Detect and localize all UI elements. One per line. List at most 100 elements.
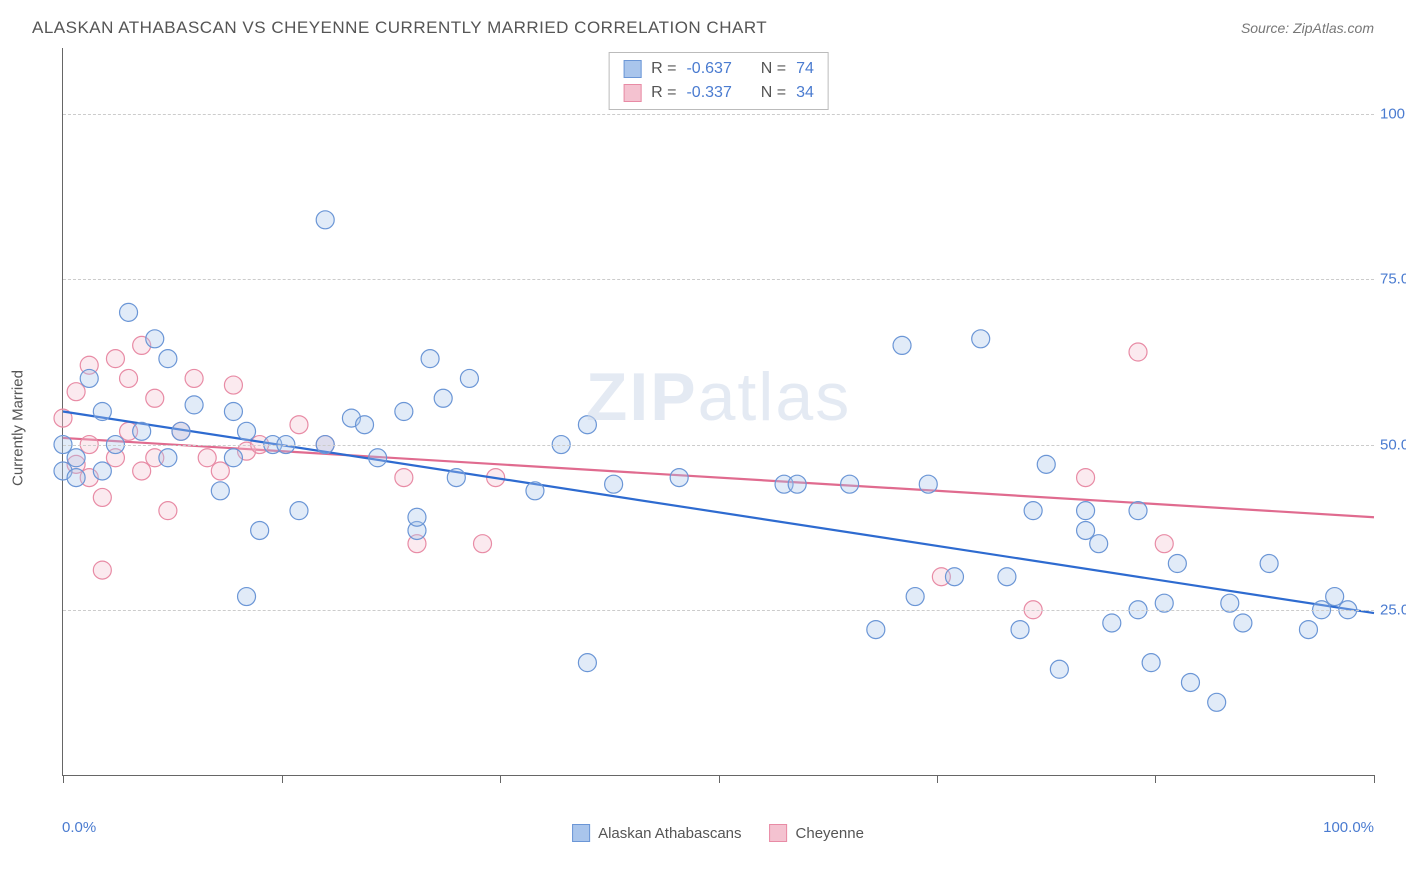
x-tick xyxy=(1374,775,1375,783)
x-tick-label-max: 100.0% xyxy=(1323,819,1374,836)
x-tick xyxy=(937,775,938,783)
legend-swatch-cheyenne xyxy=(770,824,788,842)
point-athabascan xyxy=(1142,654,1160,672)
point-athabascan xyxy=(146,330,164,348)
x-tick xyxy=(282,775,283,783)
point-cheyenne xyxy=(474,535,492,553)
point-athabascan xyxy=(919,475,937,493)
legend-bottom: Alaskan Athabascans Cheyenne xyxy=(572,824,864,842)
legend-swatch-athabascan xyxy=(572,824,590,842)
value-n-athabascan: 74 xyxy=(796,57,814,81)
point-athabascan xyxy=(238,588,256,606)
swatch-cheyenne xyxy=(623,84,641,102)
label-r: R = xyxy=(651,81,676,105)
point-cheyenne xyxy=(1129,343,1147,361)
point-cheyenne xyxy=(1077,469,1095,487)
point-athabascan xyxy=(1037,455,1055,473)
point-cheyenne xyxy=(159,502,177,520)
point-athabascan xyxy=(578,416,596,434)
point-athabascan xyxy=(93,462,111,480)
point-cheyenne xyxy=(106,350,124,368)
legend-label-cheyenne: Cheyenne xyxy=(796,825,864,842)
stats-row-cheyenne: R = -0.337 N = 34 xyxy=(623,81,814,105)
point-athabascan xyxy=(447,469,465,487)
point-athabascan xyxy=(185,396,203,414)
point-athabascan xyxy=(972,330,990,348)
value-r-athabascan: -0.637 xyxy=(686,57,731,81)
point-athabascan xyxy=(67,449,85,467)
point-athabascan xyxy=(1090,535,1108,553)
point-cheyenne xyxy=(185,369,203,387)
point-cheyenne xyxy=(198,449,216,467)
x-tick xyxy=(1155,775,1156,783)
stats-row-athabascan: R = -0.637 N = 74 xyxy=(623,57,814,81)
point-athabascan xyxy=(408,508,426,526)
point-athabascan xyxy=(788,475,806,493)
point-athabascan xyxy=(526,482,544,500)
point-cheyenne xyxy=(67,383,85,401)
point-athabascan xyxy=(67,469,85,487)
point-athabascan xyxy=(1168,555,1186,573)
chart-title: ALASKAN ATHABASCAN VS CHEYENNE CURRENTLY… xyxy=(32,18,767,38)
trendline-athabascan xyxy=(63,412,1374,614)
source-link[interactable]: ZipAtlas.com xyxy=(1293,20,1374,36)
point-athabascan xyxy=(238,422,256,440)
y-tick-label: 25.0% xyxy=(1380,601,1406,618)
legend-item-athabascan: Alaskan Athabascans xyxy=(572,824,741,842)
point-athabascan xyxy=(1077,502,1095,520)
point-cheyenne xyxy=(224,376,242,394)
point-athabascan xyxy=(1129,502,1147,520)
point-athabascan xyxy=(1326,588,1344,606)
point-athabascan xyxy=(251,521,269,539)
point-cheyenne xyxy=(93,488,111,506)
value-r-cheyenne: -0.337 xyxy=(686,81,731,105)
point-athabascan xyxy=(578,654,596,672)
point-athabascan xyxy=(80,369,98,387)
point-athabascan xyxy=(460,369,478,387)
point-cheyenne xyxy=(290,416,308,434)
y-tick-label: 100.0% xyxy=(1380,106,1406,123)
point-cheyenne xyxy=(133,462,151,480)
point-athabascan xyxy=(316,211,334,229)
gridline-h xyxy=(63,114,1374,115)
point-athabascan xyxy=(1208,693,1226,711)
point-athabascan xyxy=(867,621,885,639)
source-attribution: Source: ZipAtlas.com xyxy=(1241,20,1374,36)
point-athabascan xyxy=(1011,621,1029,639)
point-athabascan xyxy=(133,422,151,440)
point-athabascan xyxy=(605,475,623,493)
value-n-cheyenne: 34 xyxy=(796,81,814,105)
point-athabascan xyxy=(172,422,190,440)
point-athabascan xyxy=(120,303,138,321)
point-cheyenne xyxy=(211,462,229,480)
point-athabascan xyxy=(670,469,688,487)
point-athabascan xyxy=(1299,621,1317,639)
point-athabascan xyxy=(434,389,452,407)
plot-svg xyxy=(63,48,1374,775)
point-cheyenne xyxy=(120,369,138,387)
point-athabascan xyxy=(395,403,413,421)
point-athabascan xyxy=(1234,614,1252,632)
header: ALASKAN ATHABASCAN VS CHEYENNE CURRENTLY… xyxy=(0,0,1406,48)
point-cheyenne xyxy=(146,389,164,407)
point-athabascan xyxy=(1024,502,1042,520)
swatch-athabascan xyxy=(623,60,641,78)
stats-legend-box: R = -0.637 N = 74 R = -0.337 N = 34 xyxy=(608,52,829,110)
gridline-h xyxy=(63,445,1374,446)
point-athabascan xyxy=(224,403,242,421)
point-athabascan xyxy=(1050,660,1068,678)
label-r: R = xyxy=(651,57,676,81)
point-athabascan xyxy=(356,416,374,434)
y-tick-label: 75.0% xyxy=(1380,271,1406,288)
label-n: N = xyxy=(761,57,786,81)
x-tick-label-min: 0.0% xyxy=(62,819,96,836)
point-athabascan xyxy=(159,449,177,467)
source-prefix: Source: xyxy=(1241,20,1293,36)
point-athabascan xyxy=(998,568,1016,586)
point-athabascan xyxy=(1103,614,1121,632)
point-athabascan xyxy=(893,336,911,354)
point-athabascan xyxy=(369,449,387,467)
point-cheyenne xyxy=(1155,535,1173,553)
point-cheyenne xyxy=(93,561,111,579)
legend-label-athabascan: Alaskan Athabascans xyxy=(598,825,741,842)
